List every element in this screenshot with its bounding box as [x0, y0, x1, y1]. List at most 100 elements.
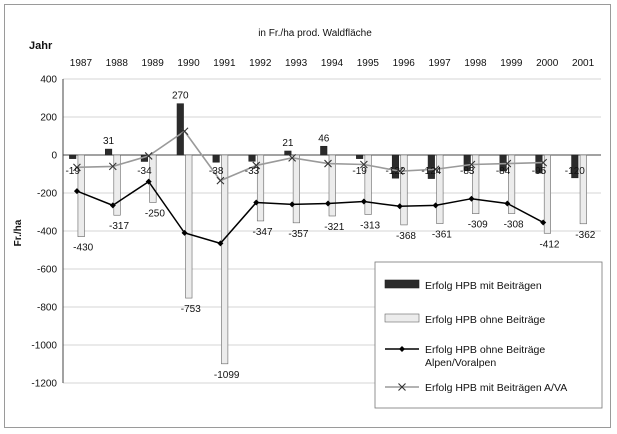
x-tick-label: 1998 [464, 58, 487, 69]
data-label: -347 [253, 227, 273, 238]
bar-ohne-beitraege [113, 154, 121, 216]
x-tick-label: 1992 [249, 58, 272, 69]
line-marker-x [216, 176, 225, 185]
legend-label: Erfolg HPB mit Beiträgen [425, 280, 542, 292]
bars [69, 103, 587, 365]
line-marker-x [108, 162, 117, 171]
data-label: -38 [209, 166, 224, 177]
data-label: -84 [496, 166, 511, 177]
data-label: -33 [245, 166, 260, 177]
line-ohne-beitraege-alpen [76, 180, 544, 245]
data-label: -1099 [214, 370, 240, 381]
legend-marker-x [398, 383, 406, 391]
y-tick-label: 200 [40, 113, 57, 124]
x-tick-label: 1988 [106, 58, 129, 69]
legend-marker-diamond [399, 346, 405, 352]
bar-ohne-beitraege [292, 154, 300, 224]
data-label: -368 [396, 231, 416, 242]
bar-ohne-beitraege [364, 154, 372, 215]
line-marker-x [288, 153, 297, 162]
x-tick-label: 1997 [428, 58, 451, 69]
data-label: -412 [539, 239, 559, 250]
bar-mit-beitraegen [391, 154, 400, 179]
chart: -19 31 -34 270 -38 -33 21 46 -19 -122 -124 -83 -84 -9… [13, 28, 603, 409]
bar-mit-beitraegen [356, 154, 364, 159]
y-tick-label: 0 [51, 151, 57, 162]
chart-title: in Fr./ha prod. Waldfläche [258, 28, 372, 39]
bar-mit-beitraegen [427, 154, 435, 179]
bar-ohne-beitraege [328, 154, 336, 217]
x-tick-label: 1987 [70, 58, 93, 69]
data-labels: -19 31 -34 270 -38 -33 21 46 -19 -122 -124 -83 -84 -9… [65, 91, 595, 381]
y-tick-label: -1000 [31, 341, 57, 352]
data-label: -19 [65, 166, 80, 177]
line-marker-diamond [468, 195, 475, 202]
bar-mit-beitraegen [176, 103, 184, 156]
y-tick-label: -600 [37, 265, 57, 276]
lines [73, 127, 548, 247]
line-marker-diamond [504, 200, 511, 207]
x-tick-label: 1993 [285, 58, 308, 69]
data-label: -122 [385, 166, 405, 177]
line-marker-diamond [360, 198, 367, 205]
x-tick-label: 1991 [213, 58, 236, 69]
line-marker-x [73, 163, 81, 172]
legend-label: Erfolg HPB ohne Beiträge [425, 314, 545, 326]
line-marker-x [467, 160, 476, 169]
bar-mit-beitraegen [105, 148, 113, 156]
x-tick-label: 1989 [142, 58, 165, 69]
bar-ohne-beitraege [400, 154, 408, 226]
x-tick-label: 1990 [177, 58, 200, 69]
data-label: -308 [504, 220, 524, 231]
line-marker-x [395, 167, 404, 176]
line-marker-diamond [145, 178, 152, 185]
data-label: -83 [460, 166, 475, 177]
data-label: -124 [421, 166, 441, 177]
data-label: 46 [318, 133, 330, 144]
bar-mit-beitraegen [320, 145, 328, 156]
data-label: 270 [172, 91, 189, 102]
y-tick-label: 400 [40, 75, 57, 86]
legend: Erfolg HPB mit Beiträgen Erfolg HPB ohne … [374, 261, 603, 409]
bar-ohne-beitraege [221, 154, 229, 365]
data-label: 21 [282, 138, 294, 149]
data-label: -313 [360, 220, 380, 231]
bar-ohne-beitraege [256, 154, 265, 222]
line-marker-x [539, 158, 548, 167]
data-label: -317 [109, 221, 129, 232]
x-tick-label: 1996 [393, 58, 416, 69]
line-marker-diamond [396, 203, 403, 210]
data-label: -34 [137, 166, 152, 177]
x-axis: 1987 1988 1989 1990 1991 1992 1993 1994 1995 1996… [70, 58, 595, 69]
bar-ohne-beitraege [436, 154, 444, 224]
line-marker-diamond [181, 229, 188, 236]
x-tick-label: 1999 [500, 58, 523, 69]
data-label: -309 [468, 220, 488, 231]
data-label: -362 [575, 230, 595, 241]
line-marker-x [252, 161, 261, 170]
data-label: -250 [145, 209, 165, 220]
line-mit-beitraegen-ava [76, 130, 544, 182]
line-marker-x [431, 165, 440, 174]
data-label: -357 [288, 229, 308, 240]
data-label: -120 [565, 166, 585, 177]
line-marker-diamond [289, 201, 296, 208]
line-marker-x [503, 159, 512, 168]
bar-mit-beitraegen [69, 154, 77, 159]
legend-swatch-ohne [384, 313, 420, 323]
line-marker-x [180, 127, 189, 136]
line-marker-diamond [325, 200, 331, 207]
bar-ohne-beitraege [77, 154, 85, 237]
bar-ohne-beitraege [508, 154, 516, 214]
data-label: 31 [103, 136, 115, 147]
line-marker-diamond [73, 188, 80, 195]
data-label: -321 [324, 222, 344, 233]
legend-label: Erfolg HPB mit Beiträgen A/VA [425, 382, 567, 394]
x-tick-label: 2000 [536, 58, 559, 69]
bar-ohne-beitraege [579, 154, 587, 225]
data-label: -753 [181, 304, 201, 315]
line-marker-diamond [432, 202, 439, 209]
bar-mit-beitraegen [212, 154, 220, 163]
data-label: -19 [352, 166, 367, 177]
chart-frame: -19 31 -34 270 -38 -33 21 46 -19 -122 -124 -83 -84 -9… [4, 4, 611, 428]
